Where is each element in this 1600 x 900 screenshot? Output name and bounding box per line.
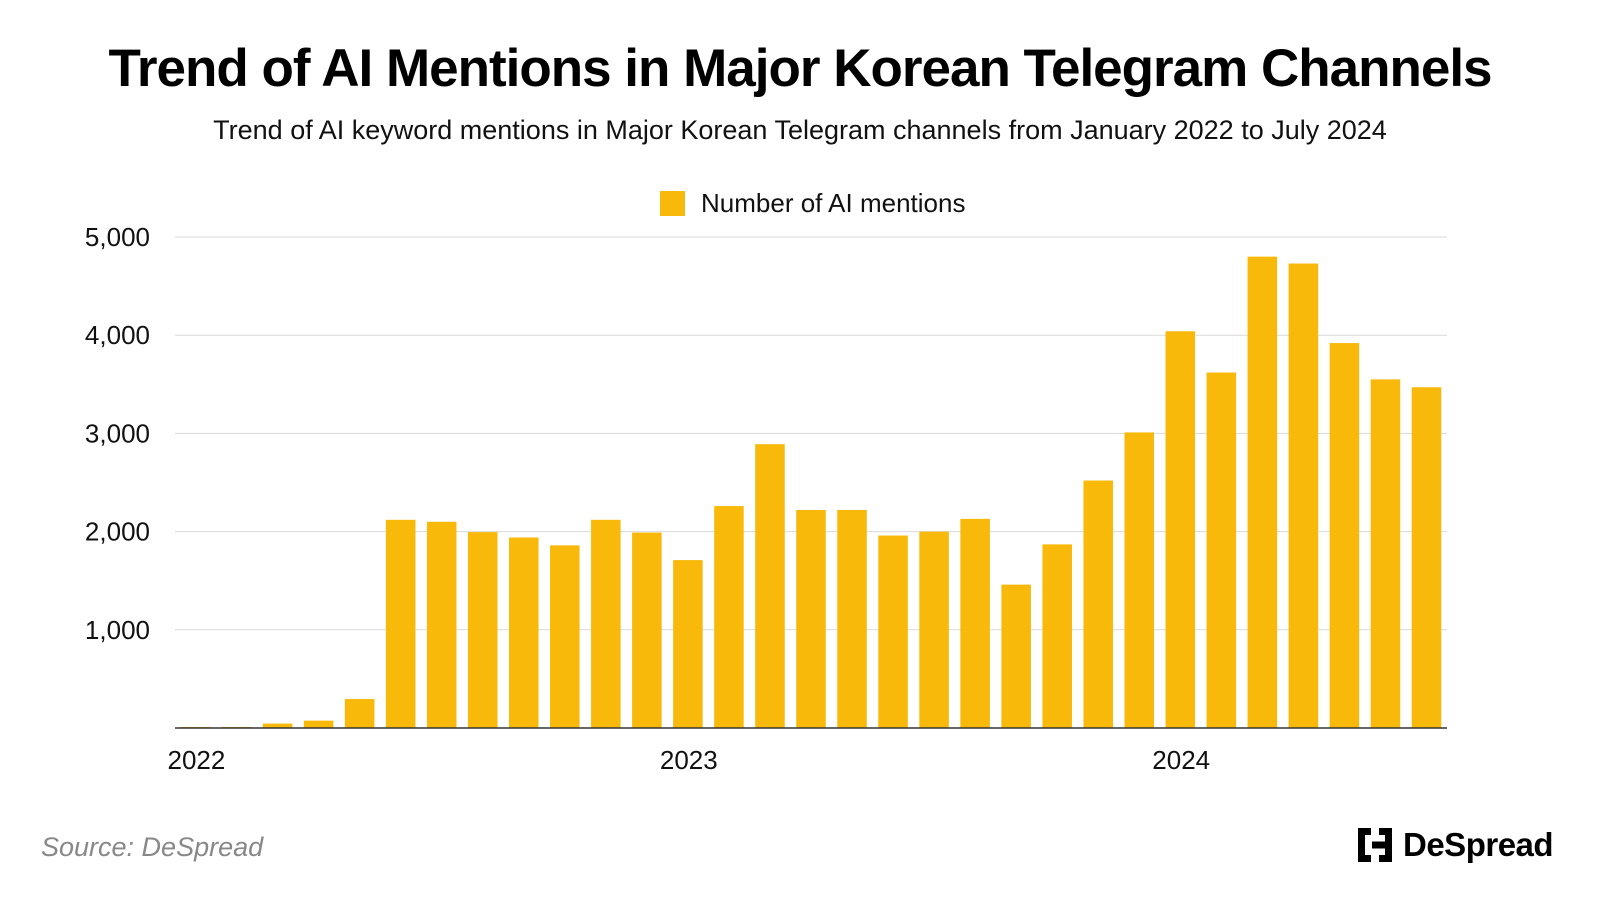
- bar: [1124, 432, 1155, 728]
- bar: [550, 545, 580, 728]
- bar: [1411, 387, 1442, 728]
- bar: [262, 723, 293, 728]
- x-tick-label: 2022: [168, 745, 226, 775]
- bar: [1329, 343, 1360, 728]
- bar: [632, 532, 662, 728]
- bar: [1247, 256, 1278, 728]
- chart-subtitle: Trend of AI keyword mentions in Major Ko…: [213, 115, 1387, 145]
- chart-title: Trend of AI Mentions in Major Korean Tel…: [108, 39, 1492, 98]
- y-tick-label: 3,000: [85, 418, 150, 448]
- bar: [878, 535, 908, 728]
- chart-legend: Number of AI mentions: [660, 188, 965, 219]
- x-tick-label: 2023: [660, 745, 718, 775]
- bar: [385, 519, 416, 728]
- legend-label: Number of AI mentions: [701, 188, 966, 218]
- bar: [303, 720, 334, 728]
- bar: [755, 444, 785, 728]
- bar: [1083, 480, 1113, 728]
- y-tick-label: 1,000: [85, 615, 150, 645]
- legend-swatch: [660, 191, 685, 216]
- bar: [919, 531, 949, 728]
- despread-logo: DeSpread: [1358, 826, 1554, 864]
- bar: [426, 521, 457, 728]
- bar: [837, 509, 867, 728]
- bar: [509, 537, 539, 728]
- bar: [714, 506, 744, 728]
- bar: [591, 519, 621, 728]
- bar: [1042, 544, 1072, 728]
- x-tick-label: 2024: [1152, 745, 1210, 775]
- y-tick-label: 4,000: [85, 320, 150, 350]
- source-note: Source: DeSpread: [41, 832, 264, 862]
- bar: [673, 560, 703, 728]
- bar: [1288, 263, 1319, 728]
- bar: [1206, 372, 1237, 728]
- despread-logo-icon: [1358, 828, 1392, 862]
- bar: [796, 509, 826, 728]
- bar: [467, 532, 498, 728]
- y-tick-label: 5,000: [85, 222, 150, 252]
- despread-logo-text: DeSpread: [1403, 826, 1554, 863]
- y-tick-label: 2,000: [85, 517, 150, 547]
- bar: [1165, 331, 1196, 728]
- bar: [1370, 379, 1401, 728]
- bar: [344, 699, 375, 728]
- bar: [960, 518, 990, 728]
- bar: [1001, 584, 1031, 728]
